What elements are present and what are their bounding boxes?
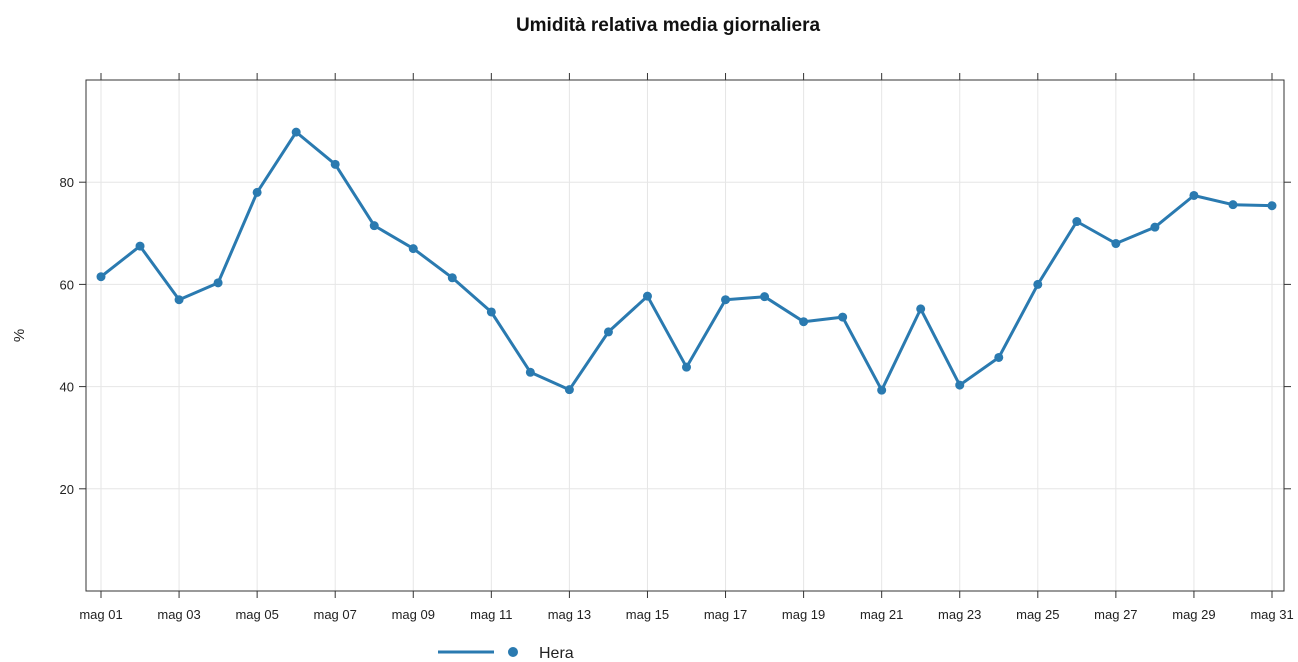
y-tick-label: 80 [60,175,74,190]
plot-frame [85,79,1285,592]
x-tick-label: mag 15 [626,607,669,622]
x-tick-label: mag 05 [235,607,278,622]
data-point [1150,222,1160,232]
series-hera [96,127,1277,395]
axes: 20 40 60 80 mag 01 mag 03 mag 05 mag 07 mag 09 ma… [60,73,1294,622]
x-tick-label: mag 13 [548,607,591,622]
data-point [877,385,887,395]
data-point [1111,239,1121,249]
data-point [799,317,809,327]
x-tick-label: mag 19 [782,607,825,622]
data-point [955,380,965,390]
data-point [682,362,691,372]
x-tick-label: mag 31 [1250,607,1293,622]
data-point [525,367,535,377]
x-tick-label: mag 09 [392,607,435,622]
y-tick-label: 40 [60,380,74,395]
data-point [994,352,1004,362]
data-point [564,385,574,395]
y-tick-label: 20 [60,482,74,497]
x-tick-label: mag 07 [314,607,357,622]
data-point [1189,190,1199,200]
data-point [408,244,418,254]
legend-label: Hera [539,645,574,662]
grid-lines [86,80,1284,591]
data-point [135,241,145,251]
x-tick-label: mag 25 [1016,607,1059,622]
legend: Hera [438,645,574,662]
series-line-hera [100,130,1273,392]
data-point [1072,217,1082,227]
data-point [642,291,652,301]
data-point [603,327,613,337]
data-point [1228,200,1238,210]
x-tick-label: mag 11 [470,607,512,622]
data-point [174,295,184,305]
y-axis-label: % [11,329,28,342]
data-point [330,159,340,169]
data-point [213,278,223,288]
data-point [721,295,731,305]
data-point [760,292,770,302]
legend-marker-swatch [508,647,518,657]
data-point [486,307,496,317]
data-point [1267,201,1277,211]
chart-title: Umidità relativa media giornaliera [516,15,821,36]
x-tick-label: mag 27 [1094,607,1137,622]
data-point [916,304,926,314]
data-point [291,127,301,137]
x-tick-label: mag 17 [704,607,747,622]
data-point [1033,279,1043,289]
x-tick-label: mag 03 [157,607,200,622]
x-tick-label: mag 01 [79,607,122,622]
x-tick-label: mag 21 [860,607,903,622]
data-point [96,272,106,282]
y-tick-label: 60 [60,277,74,292]
data-point [369,221,379,231]
data-point [447,273,457,283]
data-point [838,312,848,322]
x-tick-label: mag 23 [938,607,981,622]
x-tick-label: mag 29 [1172,607,1215,622]
data-point [252,187,262,197]
